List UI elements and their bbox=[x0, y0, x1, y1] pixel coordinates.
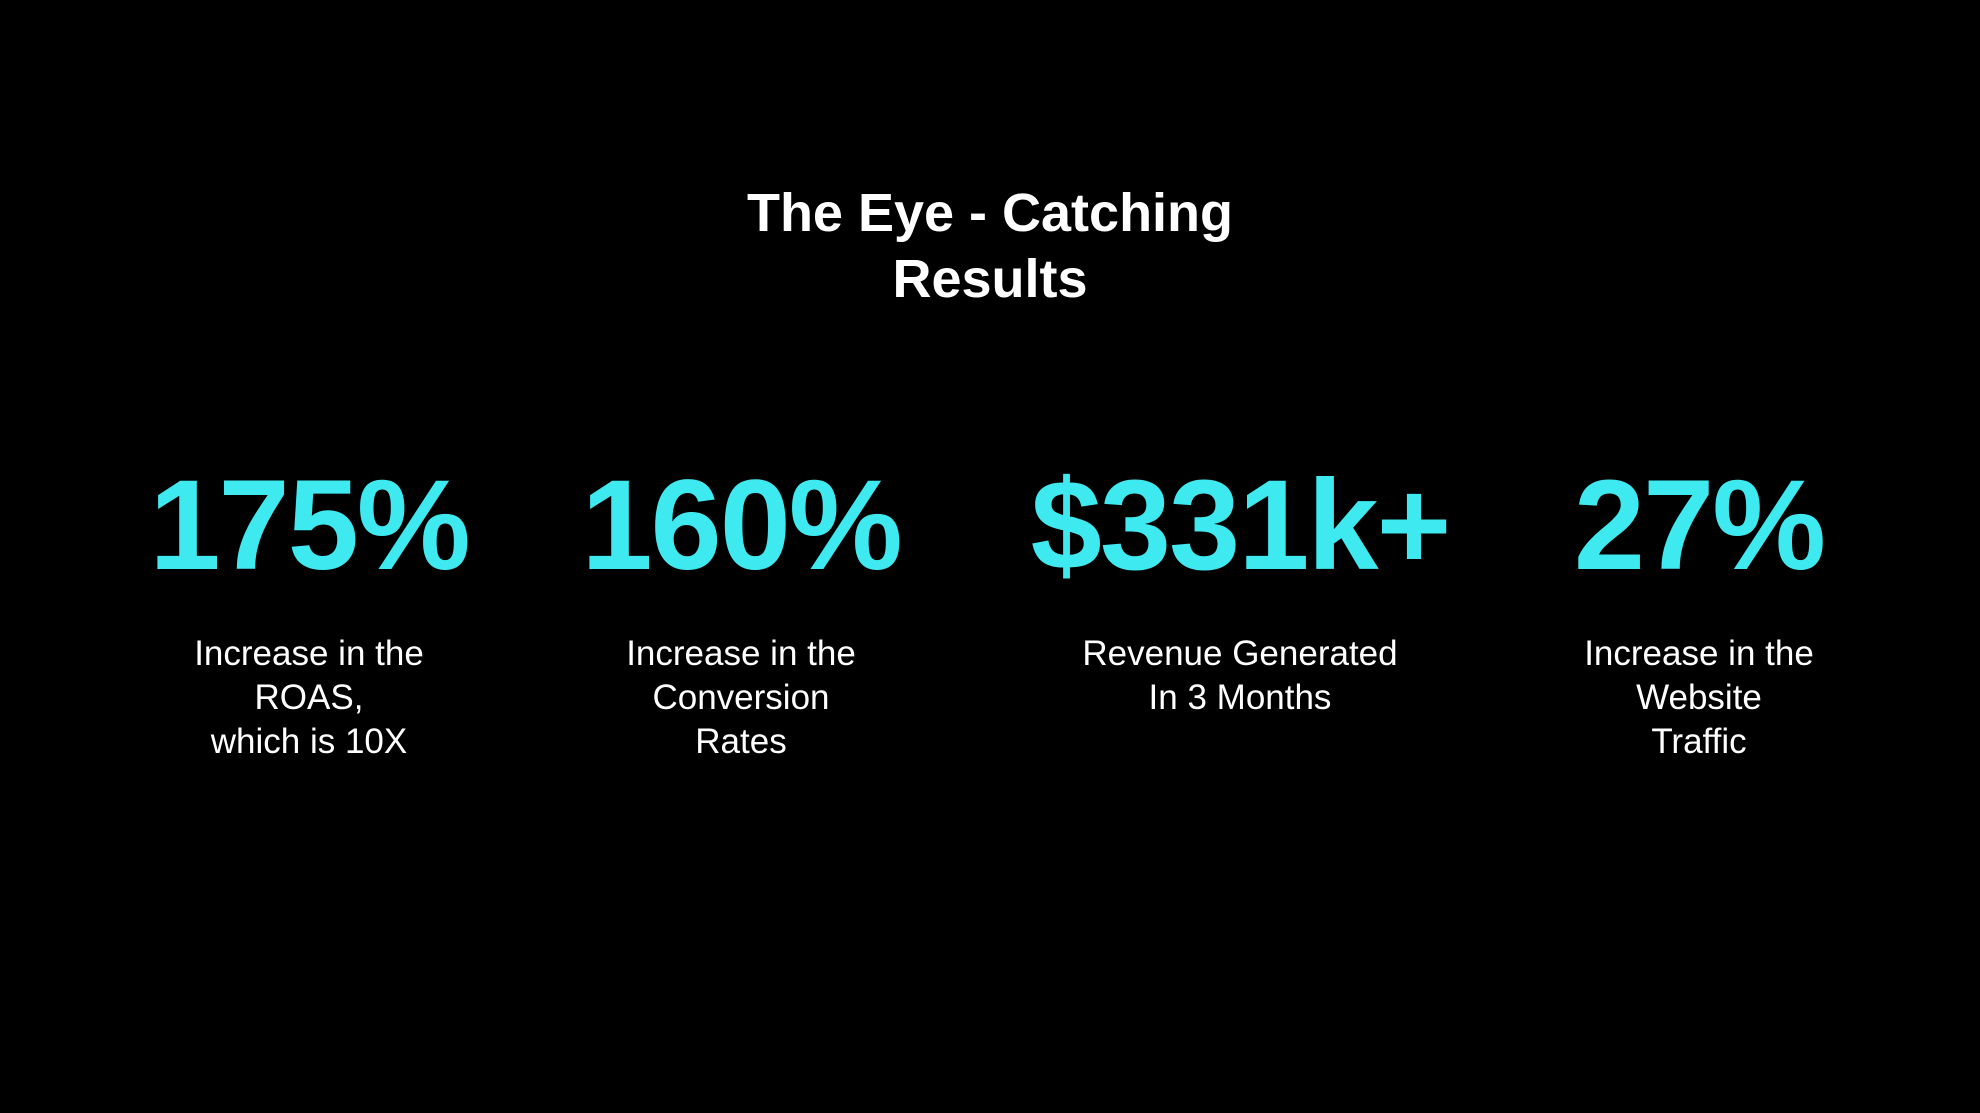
description-line: Increase in the bbox=[194, 634, 424, 673]
description-line: Revenue Generated bbox=[1082, 634, 1398, 673]
description-line: Traffic bbox=[1651, 722, 1747, 761]
description-line: ROAS, bbox=[254, 678, 364, 717]
description-line: Rates bbox=[695, 722, 787, 761]
description-line: Increase in the bbox=[1584, 634, 1814, 673]
stat-value: 27% bbox=[1573, 454, 1826, 597]
stat-value: 175% bbox=[149, 454, 470, 597]
stat-description: Increase in the ROAS, which is 10X bbox=[194, 632, 424, 764]
description-line: Increase in the bbox=[626, 634, 856, 673]
stat-description: Revenue Generated In 3 Months bbox=[1082, 632, 1397, 720]
description-line: which is 10X bbox=[210, 722, 408, 761]
title-line: The Eye - Catching bbox=[746, 183, 1234, 243]
description-line: Conversion bbox=[652, 678, 830, 717]
description-line: In 3 Months bbox=[1148, 678, 1332, 717]
description-line: Website bbox=[1636, 678, 1762, 717]
stat-value: 160% bbox=[581, 454, 902, 597]
title-line: Results bbox=[892, 249, 1088, 309]
title: The Eye - Catching Results bbox=[747, 180, 1233, 312]
stat-description: Increase in the Website Traffic bbox=[1584, 632, 1814, 764]
stat-description: Increase in the Conversion Rates bbox=[626, 632, 856, 764]
stat-value: $331k+ bbox=[1030, 454, 1452, 597]
